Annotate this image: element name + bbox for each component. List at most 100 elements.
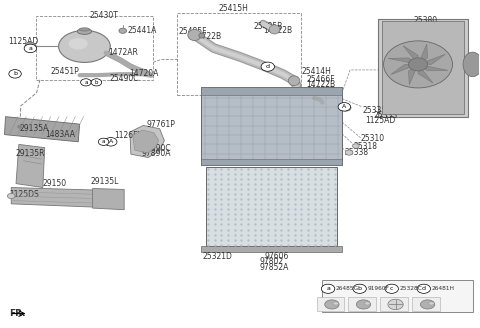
Text: 1126EY: 1126EY bbox=[115, 131, 143, 140]
Ellipse shape bbox=[333, 302, 338, 305]
Circle shape bbox=[24, 44, 36, 52]
Circle shape bbox=[119, 28, 127, 33]
Text: FR.: FR. bbox=[9, 309, 26, 318]
FancyBboxPatch shape bbox=[201, 87, 342, 95]
Text: 25333: 25333 bbox=[373, 111, 397, 119]
Circle shape bbox=[105, 137, 117, 146]
Circle shape bbox=[25, 42, 36, 49]
Polygon shape bbox=[4, 117, 80, 142]
Text: 29135A: 29135A bbox=[20, 124, 49, 133]
Ellipse shape bbox=[364, 302, 370, 305]
Text: 25415H: 25415H bbox=[218, 4, 248, 13]
Text: 14722B: 14722B bbox=[306, 80, 335, 90]
Polygon shape bbox=[408, 64, 418, 85]
Text: c: c bbox=[390, 286, 394, 291]
FancyBboxPatch shape bbox=[323, 280, 473, 312]
Text: 97890A: 97890A bbox=[142, 149, 171, 158]
Polygon shape bbox=[418, 64, 448, 71]
Text: 25321D: 25321D bbox=[203, 252, 232, 261]
Text: 14722B: 14722B bbox=[192, 32, 221, 41]
Circle shape bbox=[408, 58, 428, 71]
Ellipse shape bbox=[77, 29, 92, 34]
Circle shape bbox=[322, 284, 335, 293]
Polygon shape bbox=[391, 64, 418, 74]
Ellipse shape bbox=[59, 31, 110, 62]
Ellipse shape bbox=[324, 300, 339, 309]
Text: d: d bbox=[266, 64, 270, 69]
Text: a: a bbox=[102, 139, 105, 144]
Circle shape bbox=[17, 125, 22, 128]
Polygon shape bbox=[130, 125, 164, 157]
Circle shape bbox=[341, 105, 351, 111]
Ellipse shape bbox=[429, 302, 434, 305]
Text: 97802: 97802 bbox=[259, 257, 283, 266]
Text: b: b bbox=[95, 80, 98, 85]
Circle shape bbox=[81, 79, 91, 86]
Text: 25338: 25338 bbox=[344, 148, 369, 157]
FancyBboxPatch shape bbox=[382, 21, 464, 114]
Circle shape bbox=[353, 284, 366, 293]
Text: 26485G: 26485G bbox=[336, 286, 359, 291]
Ellipse shape bbox=[288, 76, 300, 86]
Circle shape bbox=[7, 194, 15, 199]
Text: 25451P: 25451P bbox=[51, 67, 80, 76]
Text: 1125AD: 1125AD bbox=[8, 37, 38, 46]
Circle shape bbox=[388, 299, 403, 310]
Text: 29135R: 29135R bbox=[15, 149, 45, 158]
Text: 25430T: 25430T bbox=[89, 11, 118, 20]
Circle shape bbox=[345, 150, 353, 155]
Polygon shape bbox=[418, 54, 445, 64]
Text: a: a bbox=[326, 286, 330, 291]
Ellipse shape bbox=[356, 300, 371, 309]
FancyBboxPatch shape bbox=[380, 297, 408, 311]
Circle shape bbox=[338, 103, 350, 111]
FancyBboxPatch shape bbox=[348, 297, 376, 311]
Text: 25335: 25335 bbox=[362, 106, 386, 114]
Circle shape bbox=[98, 138, 109, 145]
Polygon shape bbox=[403, 46, 418, 64]
Text: 1125AD: 1125AD bbox=[365, 116, 396, 125]
Text: 1483AA: 1483AA bbox=[45, 130, 75, 139]
Text: 97761P: 97761P bbox=[147, 120, 176, 129]
Text: 91960F: 91960F bbox=[367, 286, 389, 291]
Circle shape bbox=[91, 79, 102, 86]
Ellipse shape bbox=[69, 38, 88, 50]
Circle shape bbox=[261, 62, 275, 71]
Text: 14722B: 14722B bbox=[263, 26, 292, 35]
Text: 25414H: 25414H bbox=[301, 67, 331, 76]
Text: A: A bbox=[342, 104, 347, 109]
Text: 25485B: 25485B bbox=[253, 22, 283, 31]
Text: 97690C: 97690C bbox=[142, 144, 171, 153]
Text: 25380: 25380 bbox=[413, 16, 437, 25]
Text: 25328C: 25328C bbox=[399, 286, 422, 291]
Text: 29150: 29150 bbox=[43, 179, 67, 188]
Text: 25310: 25310 bbox=[360, 134, 385, 143]
Polygon shape bbox=[16, 144, 45, 188]
Polygon shape bbox=[388, 58, 418, 64]
Circle shape bbox=[352, 144, 359, 148]
FancyBboxPatch shape bbox=[201, 246, 342, 252]
Text: 14720A: 14720A bbox=[129, 69, 158, 78]
Circle shape bbox=[385, 284, 398, 293]
Text: 1472AR: 1472AR bbox=[108, 49, 138, 57]
FancyBboxPatch shape bbox=[205, 167, 337, 246]
FancyBboxPatch shape bbox=[412, 297, 440, 311]
Text: 25466F: 25466F bbox=[306, 75, 335, 84]
Text: 25490C: 25490C bbox=[110, 74, 139, 83]
FancyBboxPatch shape bbox=[317, 297, 344, 311]
Ellipse shape bbox=[269, 25, 280, 34]
Text: 29135L: 29135L bbox=[91, 177, 119, 186]
FancyBboxPatch shape bbox=[201, 159, 342, 165]
Ellipse shape bbox=[188, 30, 201, 41]
Text: 97852A: 97852A bbox=[259, 263, 288, 272]
Text: 25485F: 25485F bbox=[179, 27, 207, 36]
Ellipse shape bbox=[463, 52, 480, 77]
Text: 1125DS: 1125DS bbox=[9, 190, 39, 198]
Text: b: b bbox=[358, 286, 361, 291]
Text: 25318: 25318 bbox=[354, 142, 378, 151]
Text: 26481H: 26481H bbox=[432, 286, 455, 291]
Polygon shape bbox=[93, 189, 124, 210]
Polygon shape bbox=[133, 130, 158, 153]
FancyBboxPatch shape bbox=[378, 19, 468, 117]
Text: b: b bbox=[13, 72, 17, 76]
